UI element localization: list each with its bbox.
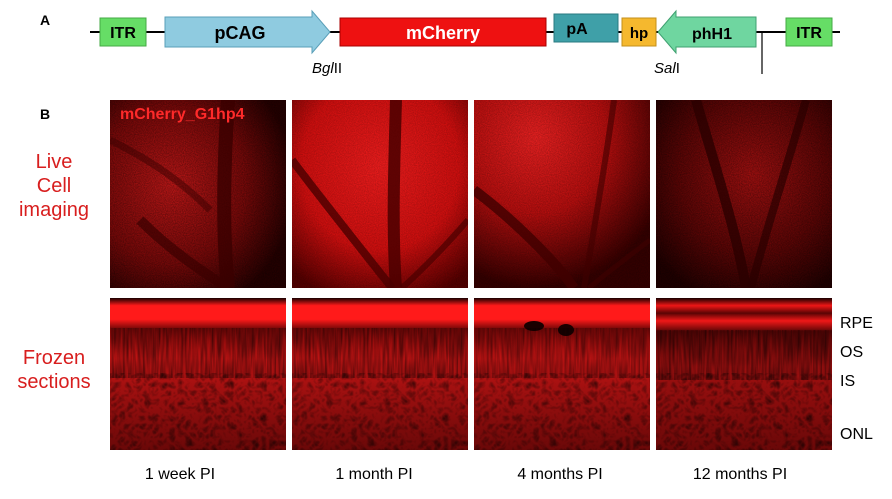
- live-image-1-month: [292, 100, 468, 288]
- layer-label-os: OS: [840, 344, 864, 361]
- live-image-12-months: [656, 100, 832, 288]
- panel-a-letter: A: [40, 12, 51, 28]
- phh1-arrow: [657, 9, 757, 55]
- itr-right-box: [785, 17, 833, 47]
- phh1-label: phH1: [692, 26, 732, 43]
- itr-left-label: ITR: [110, 25, 136, 42]
- layer-label-rpe: RPE: [840, 315, 873, 332]
- section-image-4-months: [474, 298, 650, 450]
- pa-label: pA: [566, 21, 588, 38]
- time-label-12-months: 12 months PI: [692, 466, 788, 483]
- mcherry-box: [339, 17, 547, 47]
- time-label-1-month: 1 month PI: [335, 466, 413, 483]
- section-image-12-months: [656, 298, 832, 450]
- hp-label: hp: [630, 25, 648, 42]
- vector-construct-diagram: ITR pCAG mCherry pA hp phH1 ITR: [90, 9, 840, 74]
- image-caption: mCherry_G1hp4: [120, 106, 245, 123]
- row-label-live-cell-imaging: Live Cell imaging: [18, 151, 90, 221]
- time-label-1-week: 1 week PI: [144, 466, 216, 483]
- pcag-arrow: [164, 9, 331, 55]
- mcherry-label: mCherry: [406, 23, 480, 43]
- pa-box: [553, 13, 619, 43]
- row-label-frozen-sections: Frozen sections: [17, 347, 91, 393]
- panel-b-letter: B: [40, 106, 51, 122]
- section-image-1-week: [110, 298, 286, 450]
- bglii-site-label: BglII: [312, 60, 343, 77]
- live-image-1-week: mCherry_G1hp4: [110, 100, 286, 288]
- time-label-4-months: 4 months PI: [517, 466, 603, 483]
- layer-label-is: IS: [840, 373, 856, 390]
- hp-box: [621, 17, 657, 47]
- pcag-label: pCAG: [215, 23, 266, 43]
- itr-right-label: ITR: [796, 25, 822, 42]
- sali-site-label: SalI: [654, 60, 680, 77]
- live-image-4-months: [474, 100, 650, 288]
- itr-left-box: [99, 17, 147, 47]
- layer-label-onl: ONL: [840, 426, 873, 443]
- section-image-1-month: [292, 298, 468, 450]
